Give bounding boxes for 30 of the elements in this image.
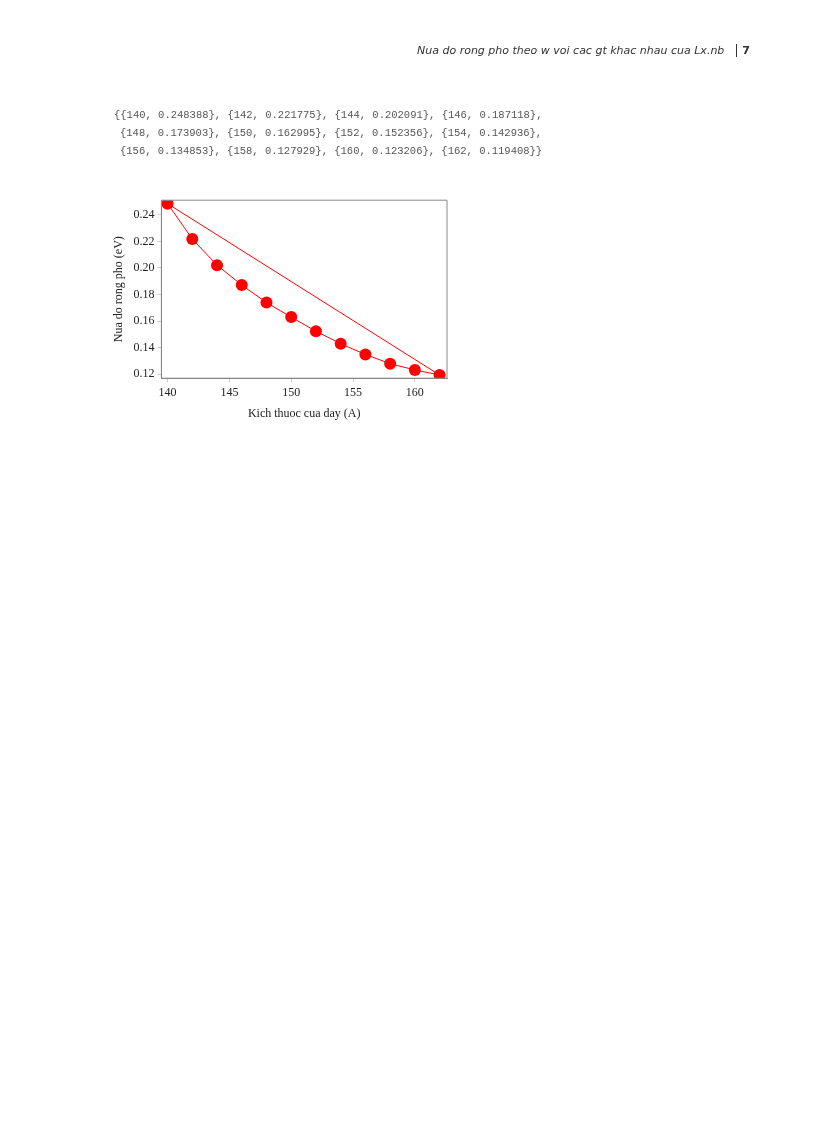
x-tick-label: 150 xyxy=(282,384,301,399)
x-tick-label: 160 xyxy=(405,384,424,399)
point xyxy=(186,233,199,246)
y-tick-label: 0.12 xyxy=(133,366,155,381)
text: Nua do rong pho theo w voi cac gt khac nhau cua Lx.nb xyxy=(416,44,725,57)
point xyxy=(285,311,298,324)
text: 7 xyxy=(736,44,750,57)
text: {148, 0.173903}, {150, 0.162995}, {152, 0.152356}, {154, 0.142936}, xyxy=(119,126,543,141)
x-tick-label: 155 xyxy=(344,384,363,399)
y-tick-label: 0.16 xyxy=(133,313,155,328)
x-axis-title: Kich thuoc cua day (A) xyxy=(247,405,361,420)
point xyxy=(408,363,421,376)
y-tick-label: 0.14 xyxy=(133,339,155,354)
point xyxy=(260,296,273,309)
point xyxy=(433,369,446,379)
point xyxy=(309,325,322,338)
text: {{140, 0.248388}, {142, 0.221775}, {144, 0.202091}, {146, 0.187118}, xyxy=(114,108,543,123)
y-tick-label: 0.18 xyxy=(133,286,155,301)
y-tick-label: 0.20 xyxy=(133,260,155,275)
point xyxy=(235,279,248,292)
text: {156, 0.134853}, {158, 0.127929}, {160, 0.123206}, {162, 0.119408}} xyxy=(119,144,543,159)
y-axis-title: Nua do rong pho (eV) xyxy=(111,236,126,343)
y-tick-label: 0.22 xyxy=(133,233,155,248)
point xyxy=(384,357,397,370)
x-tick-label: 145 xyxy=(220,384,239,399)
x-tick-label: 140 xyxy=(158,384,177,399)
point xyxy=(359,348,372,361)
point xyxy=(211,259,224,272)
y-tick-label: 0.24 xyxy=(133,206,155,221)
point xyxy=(334,337,347,350)
